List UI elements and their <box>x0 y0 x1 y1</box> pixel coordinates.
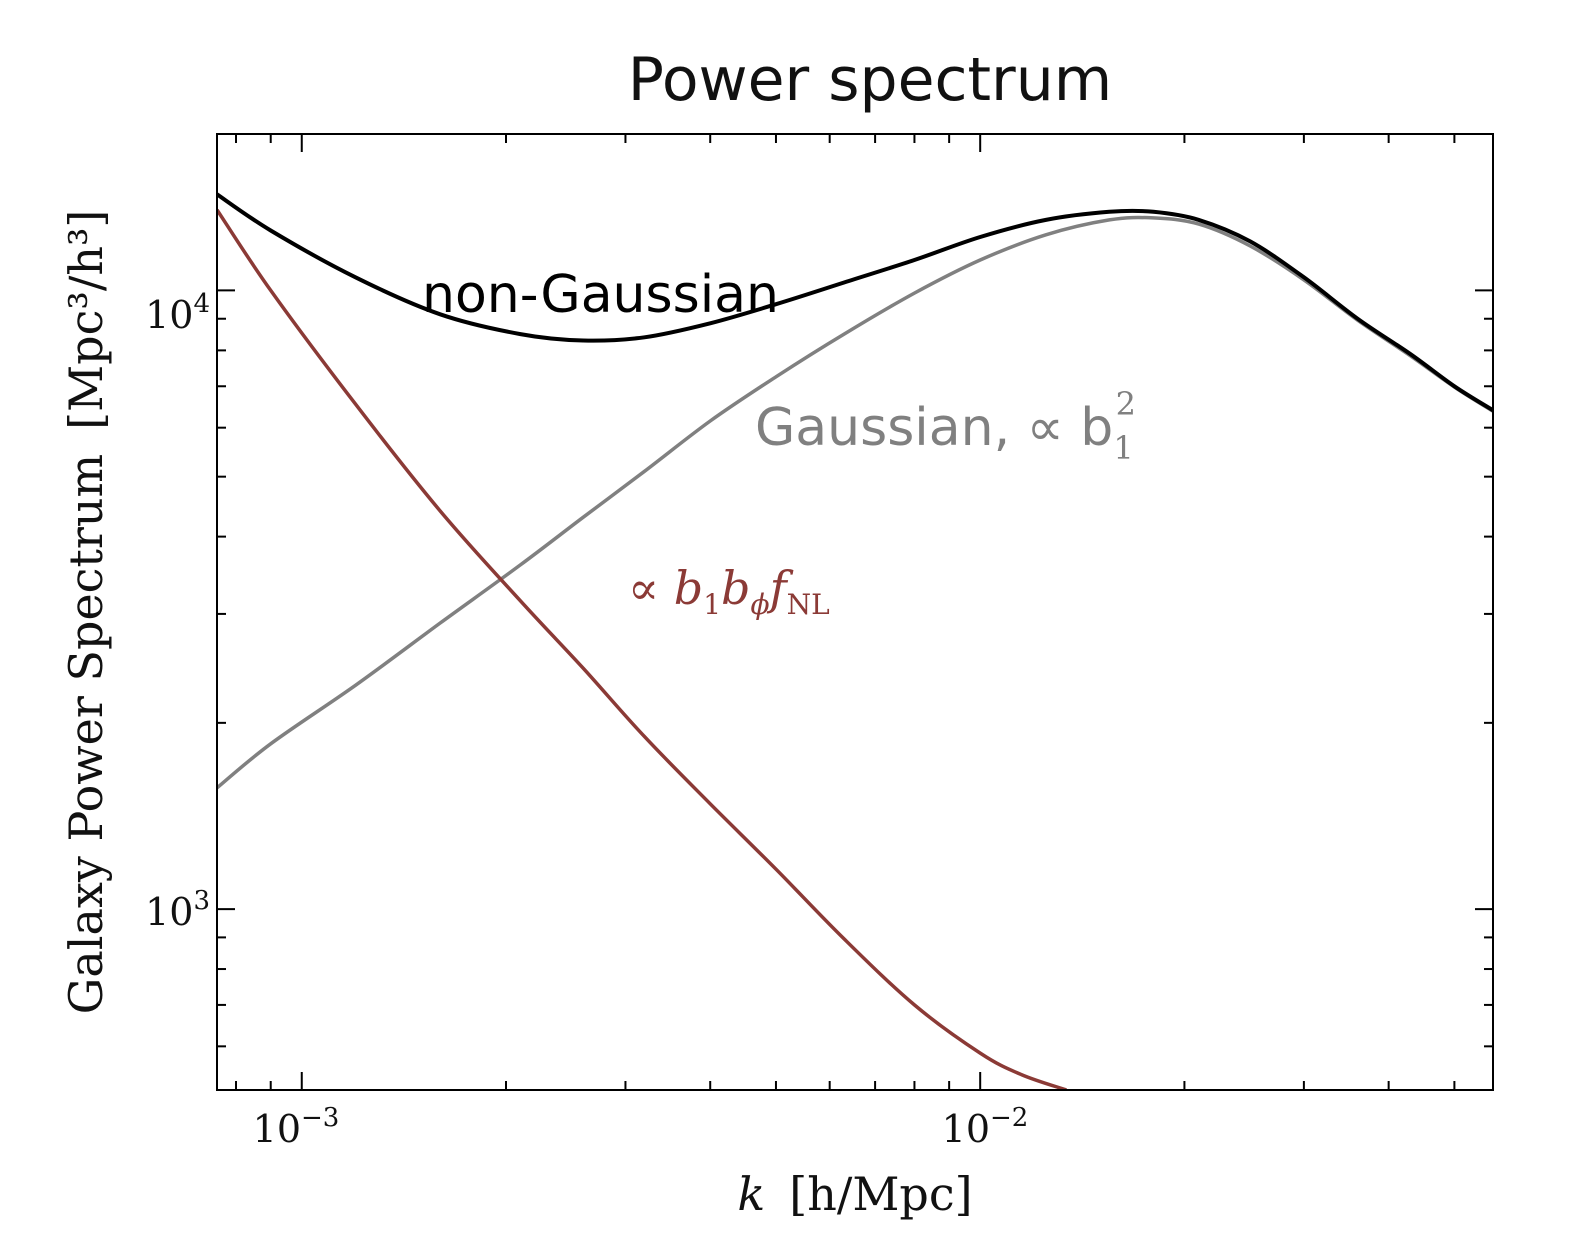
plot-frame <box>216 133 1494 1091</box>
y-axis-label: Galaxy Power Spectrum[Mpc³/h³] <box>59 210 113 1015</box>
series-line-non-gaussian <box>217 192 1493 412</box>
series-line-fnl <box>217 208 1067 1090</box>
x-axis-label: k [h/Mpc] <box>737 1167 972 1221</box>
x-tick-label-1e-2: 10−2 <box>942 1103 1029 1151</box>
annotation-gaussian: Gaussian, ∝ b12 <box>755 385 1136 467</box>
annotation-fnl: ∝ b1bϕfNL <box>628 561 830 621</box>
x-tick-label-1e-3: 10−3 <box>253 1103 340 1151</box>
y-tick-label-1e3: 103 <box>145 886 210 934</box>
annotation-non-gaussian: non-Gaussian <box>422 265 779 325</box>
chart-title: Power spectrum <box>628 45 1112 115</box>
y-tick-label-1e4: 104 <box>145 289 210 337</box>
series-layer <box>217 192 1493 1090</box>
tick-layer <box>217 134 1493 1090</box>
